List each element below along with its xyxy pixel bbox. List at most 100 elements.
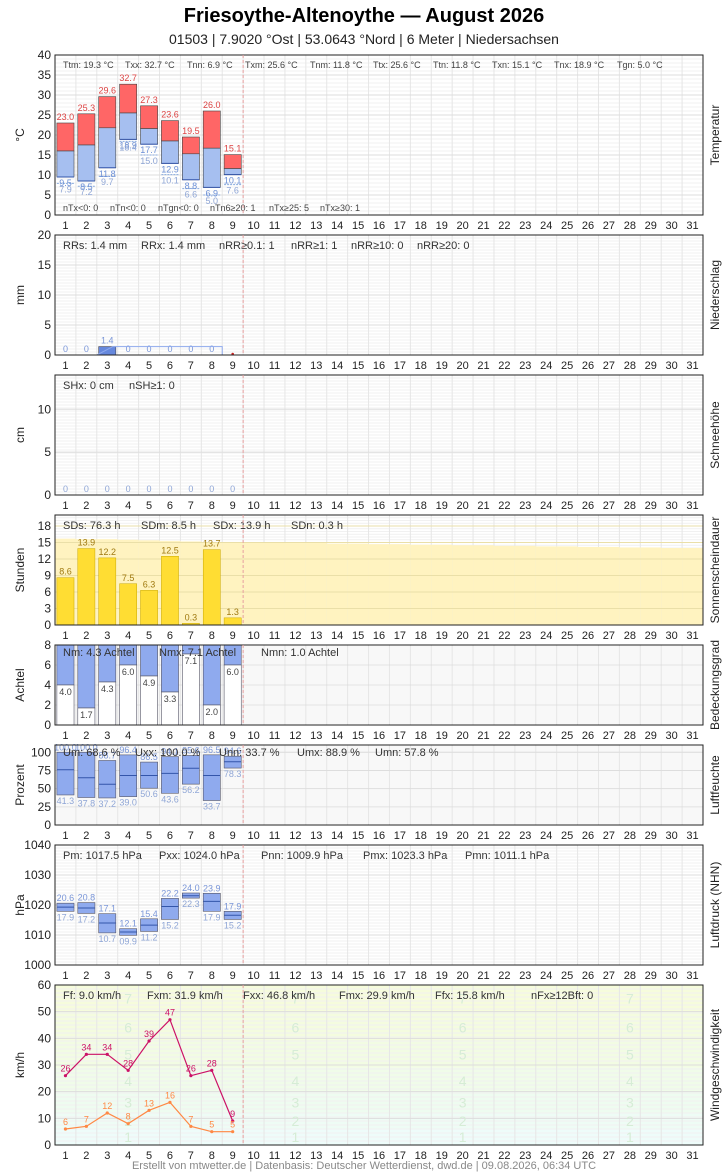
x-tick-label: 15 — [352, 500, 364, 512]
wind-mean-label: 5 — [230, 1120, 235, 1130]
y-tick-label: 0 — [44, 718, 51, 732]
x-tick-label: 16 — [373, 970, 385, 982]
temp-stat: Txn: 15.1 °C — [492, 60, 543, 70]
x-tick-label: 2 — [83, 970, 89, 982]
humidity-max-label: 100.0 — [54, 742, 77, 752]
x-tick-label: 24 — [540, 1150, 552, 1162]
pressure-stat: Pmx: 1023.3 hPa — [363, 850, 448, 862]
y-tick-label: 6 — [44, 658, 51, 672]
x-tick-label: 3 — [104, 630, 110, 642]
wind-mean-point — [210, 1130, 214, 1134]
x-tick-label: 3 — [104, 830, 110, 842]
x-tick-label: 23 — [519, 360, 531, 372]
x-tick-label: 13 — [310, 730, 322, 742]
y-tick-label: 0 — [44, 618, 51, 632]
x-tick-label: 22 — [498, 360, 510, 372]
x-tick-label: 16 — [373, 500, 385, 512]
x-tick-label: 26 — [582, 970, 594, 982]
wind-mean-point — [168, 1100, 172, 1104]
sunshine-bar — [202, 549, 221, 626]
x-tick-label: 17 — [394, 730, 406, 742]
y-tick-label: 8 — [44, 638, 51, 652]
x-tick-label: 11 — [269, 630, 280, 642]
wind-mean-point — [231, 1130, 235, 1134]
possible-sun-bar — [222, 541, 244, 625]
x-tick-label: 3 — [104, 360, 110, 372]
tmean-bar — [223, 168, 242, 175]
tmin-label: 11.8 — [99, 169, 116, 179]
sunshine-label: 6.3 — [143, 579, 156, 589]
tmin-label: 18.9 — [119, 140, 137, 150]
x-tick-label: 23 — [519, 1150, 531, 1162]
x-tick-label: 29 — [645, 830, 657, 842]
cloud-label: 3.3 — [164, 694, 177, 704]
wind-mean-label: 6 — [63, 1117, 68, 1127]
x-tick-label: 30 — [666, 220, 678, 232]
x-tick-label: 9 — [230, 730, 236, 742]
sunshine-label: 13.7 — [203, 539, 221, 549]
x-tick-label: 19 — [436, 730, 448, 742]
y-tick-label: 2 — [44, 698, 51, 712]
x-tick-label: 6 — [167, 1150, 173, 1162]
snow-label: 0 — [230, 484, 235, 494]
y-tick-label: 50 — [38, 1005, 52, 1019]
tmax-label: 29.6 — [98, 86, 116, 96]
y-tick-label: 1010 — [24, 928, 51, 942]
tmin-label: 9.5 — [59, 178, 72, 188]
x-tick-label: 17 — [394, 830, 406, 842]
possible-sun-bar — [264, 542, 285, 625]
possible-sun-bar — [598, 546, 620, 625]
x-tick-label: 9 — [230, 220, 236, 232]
x-tick-label: 16 — [373, 220, 385, 232]
sun-stat: SDm: 8.5 h — [141, 520, 196, 532]
x-tick-label: 11 — [269, 360, 280, 372]
y-axis-label: cm — [13, 427, 27, 443]
y-tick-label: 20 — [38, 1085, 52, 1099]
beaufort-label: 6 — [626, 1020, 634, 1036]
temp-stat: Ttm: 19.3 °C — [63, 60, 114, 70]
possible-sun-bar — [640, 547, 662, 625]
y-tick-label: 12 — [38, 552, 52, 566]
x-tick-label: 22 — [498, 220, 510, 232]
beaufort-label: 3 — [626, 1094, 634, 1110]
wind-gust-point — [210, 1068, 214, 1072]
x-tick-label: 31 — [686, 730, 698, 742]
x-tick-label: 7 — [188, 1150, 194, 1162]
x-tick-label: 28 — [624, 630, 636, 642]
x-tick-label: 3 — [104, 730, 110, 742]
x-tick-label: 21 — [477, 970, 489, 982]
pressure-bar — [161, 898, 179, 920]
sunshine-label: 13.9 — [78, 538, 96, 548]
beaufort-label: 3 — [124, 1094, 132, 1110]
tmin-label: 6.9 — [206, 188, 219, 198]
x-tick-label: 23 — [519, 730, 531, 742]
precip-stat: nRR≥0.1: 1 — [219, 240, 275, 252]
humidity-bar — [98, 760, 117, 799]
sunshine-label: 0.3 — [185, 612, 198, 622]
y-tick-label: 3 — [44, 602, 51, 616]
possible-sun-bar — [682, 548, 703, 625]
pressure-max-label: 15.4 — [140, 909, 158, 919]
possible-sun-bar — [284, 543, 306, 625]
y-axis-label: km/h — [13, 1052, 27, 1078]
x-tick-label: 5 — [146, 830, 152, 842]
wind-gust-point — [189, 1074, 193, 1078]
x-tick-label: 8 — [209, 630, 215, 642]
x-tick-label: 28 — [624, 220, 636, 232]
x-tick-label: 7 — [188, 830, 194, 842]
humidity-min-label: 39.0 — [119, 798, 137, 808]
x-tick-label: 1 — [62, 500, 68, 512]
wind-gust-point — [168, 1018, 172, 1022]
temp-count: nTx≥30: 1 — [320, 203, 360, 213]
wind-stat: Fxm: 31.9 km/h — [147, 990, 223, 1002]
beaufort-label: 1 — [291, 1129, 299, 1145]
panel-side-label: Bedeckungsgrad — [708, 640, 722, 730]
x-tick-label: 4 — [125, 500, 131, 512]
y-tick-label: 60 — [38, 978, 52, 992]
tmax-label: 19.5 — [182, 126, 200, 136]
x-tick-label: 30 — [666, 830, 678, 842]
possible-sun-bar — [305, 543, 327, 625]
y-tick-label: 0 — [44, 208, 51, 222]
x-tick-label: 23 — [519, 970, 531, 982]
